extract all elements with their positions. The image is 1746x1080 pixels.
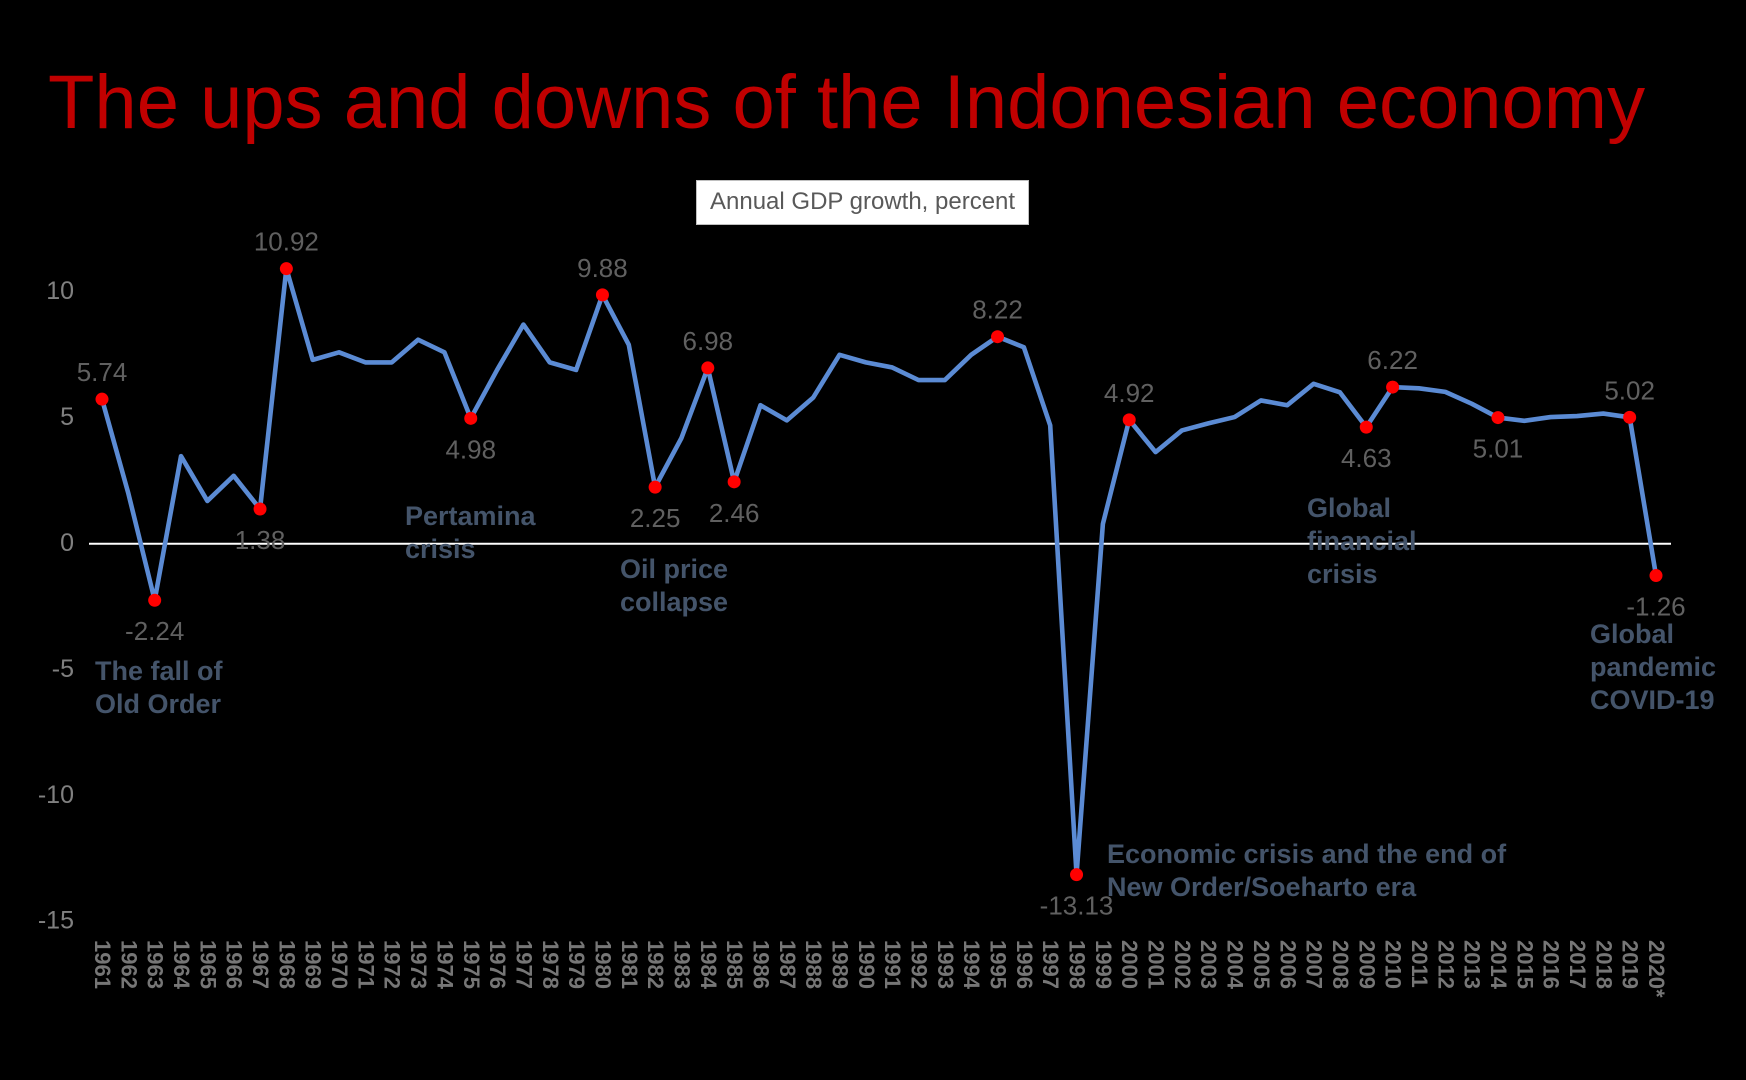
svg-text:-15: -15 xyxy=(38,907,74,935)
svg-text:1967: 1967 xyxy=(248,940,273,989)
svg-text:1965: 1965 xyxy=(195,940,220,989)
svg-text:1991: 1991 xyxy=(880,940,905,989)
svg-text:2018: 2018 xyxy=(1591,940,1616,989)
svg-text:2013: 2013 xyxy=(1460,940,1485,989)
svg-text:1974: 1974 xyxy=(432,940,457,990)
svg-text:5.74: 5.74 xyxy=(77,357,128,387)
svg-text:9.88: 9.88 xyxy=(577,253,628,283)
svg-text:1992: 1992 xyxy=(907,940,932,989)
svg-text:1997: 1997 xyxy=(1038,940,1063,989)
svg-text:1995: 1995 xyxy=(986,940,1011,989)
svg-text:5.02: 5.02 xyxy=(1604,375,1655,405)
svg-text:2003: 2003 xyxy=(1196,940,1221,989)
svg-text:6.98: 6.98 xyxy=(682,326,733,356)
svg-text:5: 5 xyxy=(60,403,74,431)
svg-text:1966: 1966 xyxy=(222,940,247,989)
svg-text:2010: 2010 xyxy=(1381,940,1406,989)
svg-text:1989: 1989 xyxy=(827,940,852,989)
svg-text:1961: 1961 xyxy=(90,940,115,989)
svg-text:1984: 1984 xyxy=(696,940,721,990)
svg-text:1985: 1985 xyxy=(722,940,747,989)
svg-text:1964: 1964 xyxy=(169,940,194,990)
svg-text:-13.13: -13.13 xyxy=(1040,891,1114,921)
svg-text:2019: 2019 xyxy=(1618,940,1643,989)
svg-text:1970: 1970 xyxy=(327,940,352,989)
svg-text:1963: 1963 xyxy=(143,940,168,989)
svg-text:10.92: 10.92 xyxy=(254,227,319,257)
svg-text:1979: 1979 xyxy=(564,940,589,989)
svg-text:1988: 1988 xyxy=(801,940,826,989)
svg-text:2015: 2015 xyxy=(1512,940,1537,989)
svg-text:2007: 2007 xyxy=(1302,940,1327,989)
svg-text:4.92: 4.92 xyxy=(1104,378,1155,408)
svg-text:2001: 2001 xyxy=(1144,940,1169,989)
svg-text:5.01: 5.01 xyxy=(1473,434,1524,464)
svg-text:1976: 1976 xyxy=(485,940,510,989)
svg-text:1977: 1977 xyxy=(511,940,536,989)
svg-text:2000: 2000 xyxy=(1117,940,1142,989)
svg-text:2014: 2014 xyxy=(1486,940,1511,990)
svg-text:1968: 1968 xyxy=(274,940,299,989)
svg-text:1971: 1971 xyxy=(353,940,378,989)
svg-text:2020*: 2020* xyxy=(1644,940,1669,998)
svg-text:6.22: 6.22 xyxy=(1367,345,1418,375)
svg-text:2.46: 2.46 xyxy=(709,498,760,528)
svg-text:1994: 1994 xyxy=(959,940,984,990)
svg-text:2012: 2012 xyxy=(1433,940,1458,989)
svg-text:1983: 1983 xyxy=(669,940,694,989)
svg-text:4.98: 4.98 xyxy=(445,434,496,464)
svg-text:1981: 1981 xyxy=(617,940,642,989)
svg-text:2009: 2009 xyxy=(1354,940,1379,989)
svg-text:1962: 1962 xyxy=(116,940,141,989)
svg-text:2.25: 2.25 xyxy=(630,503,681,533)
svg-text:1969: 1969 xyxy=(301,940,326,989)
svg-text:1999: 1999 xyxy=(1091,940,1116,989)
svg-text:4.63: 4.63 xyxy=(1341,443,1392,473)
svg-text:1986: 1986 xyxy=(748,940,773,989)
svg-text:-2.24: -2.24 xyxy=(125,616,184,646)
svg-text:1972: 1972 xyxy=(380,940,405,989)
svg-text:-5: -5 xyxy=(52,655,74,683)
svg-text:1998: 1998 xyxy=(1065,940,1090,989)
svg-text:2016: 2016 xyxy=(1539,940,1564,989)
svg-text:10: 10 xyxy=(46,277,74,305)
svg-text:2006: 2006 xyxy=(1275,940,1300,989)
svg-text:1978: 1978 xyxy=(538,940,563,989)
svg-text:2008: 2008 xyxy=(1328,940,1353,989)
svg-text:1.38: 1.38 xyxy=(235,525,286,555)
svg-text:0: 0 xyxy=(60,529,74,557)
svg-text:8.22: 8.22 xyxy=(972,295,1023,325)
svg-text:2004: 2004 xyxy=(1223,940,1248,990)
svg-text:1982: 1982 xyxy=(643,940,668,989)
svg-text:1980: 1980 xyxy=(590,940,615,989)
svg-text:2002: 2002 xyxy=(1170,940,1195,989)
svg-text:2011: 2011 xyxy=(1407,940,1432,988)
svg-text:1973: 1973 xyxy=(406,940,431,989)
svg-text:1996: 1996 xyxy=(1012,940,1037,989)
svg-text:1975: 1975 xyxy=(459,940,484,989)
svg-text:1990: 1990 xyxy=(854,940,879,989)
svg-text:2005: 2005 xyxy=(1249,940,1274,989)
svg-text:1993: 1993 xyxy=(933,940,958,989)
svg-text:2017: 2017 xyxy=(1565,940,1590,989)
svg-text:1987: 1987 xyxy=(775,940,800,989)
svg-text:-10: -10 xyxy=(38,781,74,809)
